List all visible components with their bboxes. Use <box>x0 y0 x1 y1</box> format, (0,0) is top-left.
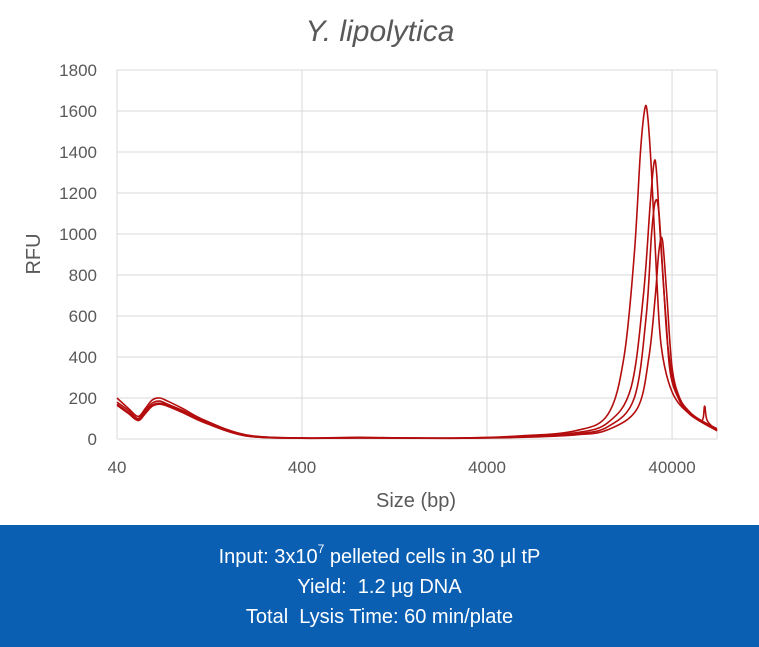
series-line-2 <box>116 159 718 439</box>
info-input-suffix: pelleted cells in 30 µl tP <box>324 546 541 568</box>
series-group <box>116 104 718 440</box>
y-tick-label: 1200 <box>59 184 97 203</box>
y-tick-label: 400 <box>69 348 97 367</box>
chart-title: Y. lipolytica <box>306 15 455 48</box>
y-tick-label: 800 <box>69 266 97 285</box>
info-input-line: Input: 3x107 pelleted cells in 30 µl tP <box>219 542 541 572</box>
y-tick-label: 1800 <box>59 61 97 80</box>
grid <box>116 69 718 440</box>
x-tick-label: 40 <box>108 458 127 477</box>
x-axis-label: Size (bp) <box>376 490 456 512</box>
y-tick-label: 200 <box>69 389 97 408</box>
y-tick-label: 0 <box>88 430 97 449</box>
y-axis-ticks: 0 200 400 600 800 1000 1200 1400 1600 1800 <box>59 61 97 449</box>
series-line-3 <box>116 198 718 440</box>
y-tick-label: 600 <box>69 307 97 326</box>
info-box: Input: 3x107 pelleted cells in 30 µl tP … <box>0 525 759 647</box>
x-tick-label: 400 <box>288 458 316 477</box>
x-tick-label: 40000 <box>648 458 695 477</box>
y-tick-label: 1400 <box>59 143 97 162</box>
chart-svg: Y. lipolytica 0 200 400 600 800 1000 1200 1400 1… <box>23 15 718 512</box>
info-input-exponent: 7 <box>317 542 325 557</box>
info-yield-line: Yield: 1.2 µg DNA <box>297 576 462 598</box>
info-lysis-time-line: Total Lysis Time: 60 min/plate <box>245 606 514 628</box>
y-tick-label: 1000 <box>59 225 97 244</box>
x-tick-label: 4000 <box>468 458 506 477</box>
info-input-prefix: Input: 3x10 <box>218 546 318 568</box>
y-tick-label: 1600 <box>59 102 97 121</box>
x-axis-ticks: 40 400 4000 40000 <box>108 458 696 477</box>
series-line-4 <box>116 236 718 440</box>
series-line-1 <box>116 104 718 439</box>
y-axis-label: RFU <box>23 233 45 274</box>
chart-area: Y. lipolytica 0 200 400 600 800 1000 1200 1400 1… <box>23 15 718 512</box>
